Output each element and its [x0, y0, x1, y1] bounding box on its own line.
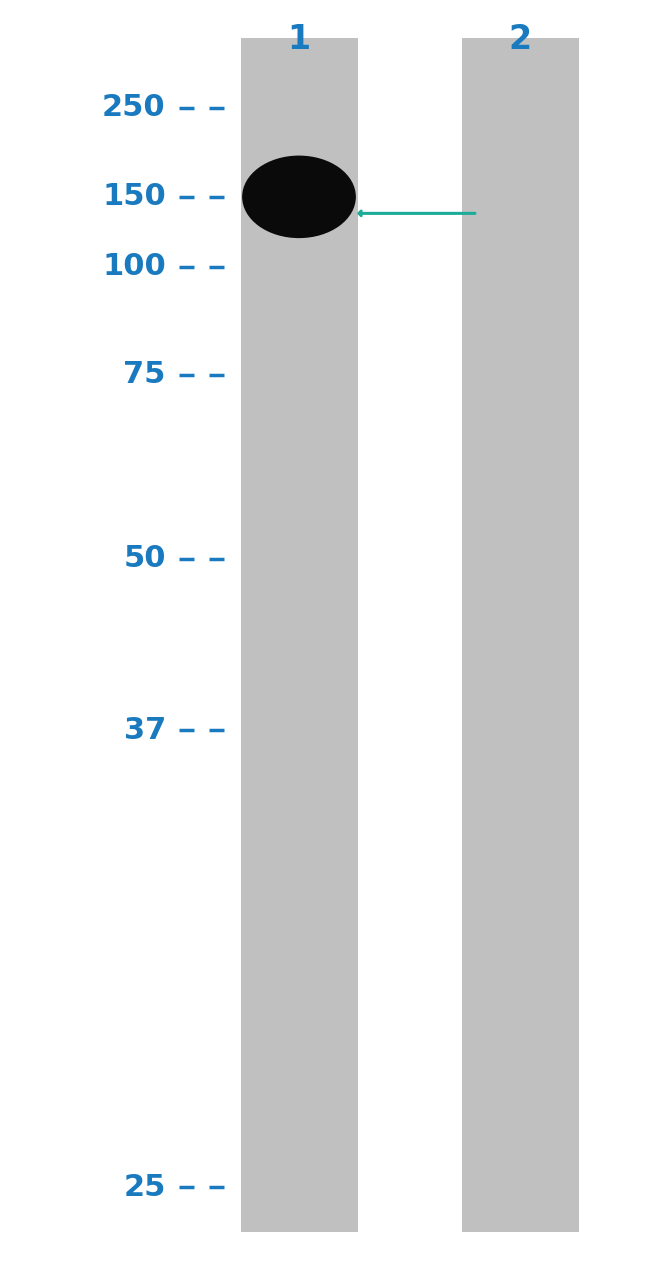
Text: 50: 50 — [124, 545, 166, 573]
Text: 37: 37 — [124, 716, 166, 744]
Bar — [240, 38, 358, 1232]
Ellipse shape — [242, 155, 356, 239]
Text: 2: 2 — [508, 23, 532, 56]
Text: 150: 150 — [102, 183, 166, 211]
Text: 250: 250 — [102, 94, 166, 122]
Text: 25: 25 — [124, 1173, 166, 1201]
Text: 1: 1 — [287, 23, 311, 56]
Bar — [462, 38, 578, 1232]
Text: 100: 100 — [102, 253, 166, 281]
Text: 75: 75 — [124, 361, 166, 389]
